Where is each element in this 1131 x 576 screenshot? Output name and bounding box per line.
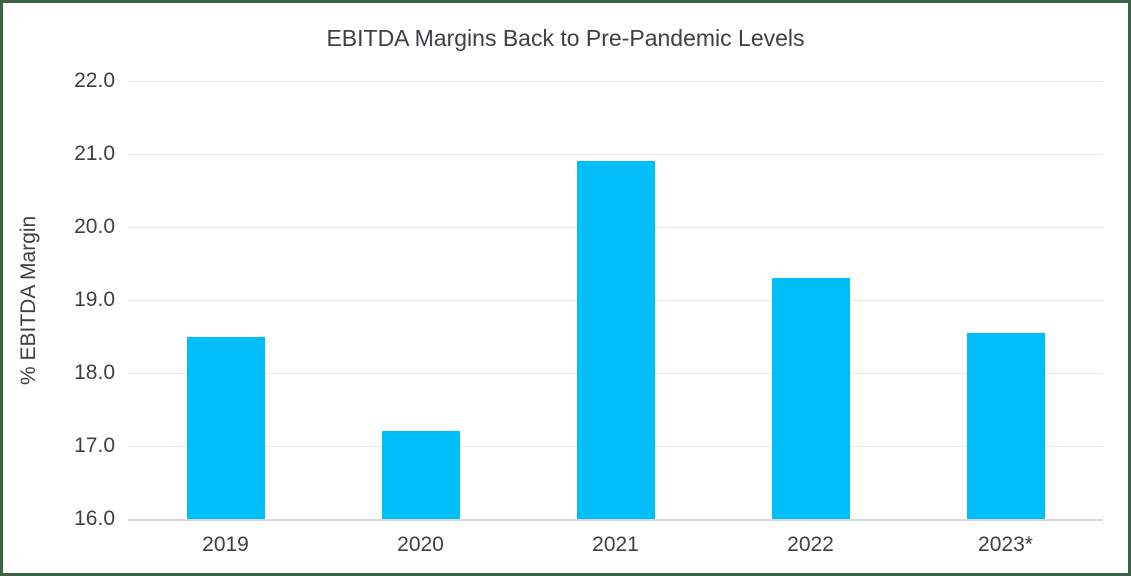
y-tick-label: 19.0 xyxy=(74,288,115,311)
y-tick-label: 18.0 xyxy=(74,360,115,384)
bar-2023*[interactable] xyxy=(966,332,1045,519)
plot-area xyxy=(128,81,1103,521)
bar-2019[interactable] xyxy=(186,336,265,519)
bar-2021[interactable] xyxy=(576,161,655,519)
gridline xyxy=(128,153,1103,155)
y-tick-label: 22.0 xyxy=(74,69,115,92)
x-tick-2020: 2020 xyxy=(397,533,444,556)
bar-2022[interactable] xyxy=(771,278,850,519)
y-tick-label: 21.0 xyxy=(74,141,115,165)
chart-title: EBITDA Margins Back to Pre-Pandemic Leve… xyxy=(326,25,805,51)
y-tick-label: 16.0 xyxy=(74,507,115,530)
x-tick-2019: 2019 xyxy=(202,533,249,556)
x-tick-2021: 2021 xyxy=(592,533,639,556)
x-axis-line xyxy=(128,519,1103,521)
x-tick-2023*: 2023* xyxy=(978,533,1033,556)
bar-2020[interactable] xyxy=(381,431,460,519)
x-axis: 2019 2020 2021 2022 2023* xyxy=(128,527,1103,561)
gridline xyxy=(128,81,1103,82)
x-tick-2022: 2022 xyxy=(787,533,834,556)
y-tick-label: 20.0 xyxy=(74,214,115,238)
y-axis: 16.0 17.0 18.0 19.0 20.0 21.0 22.0 xyxy=(3,69,115,530)
y-tick-label: 17.0 xyxy=(74,434,115,457)
